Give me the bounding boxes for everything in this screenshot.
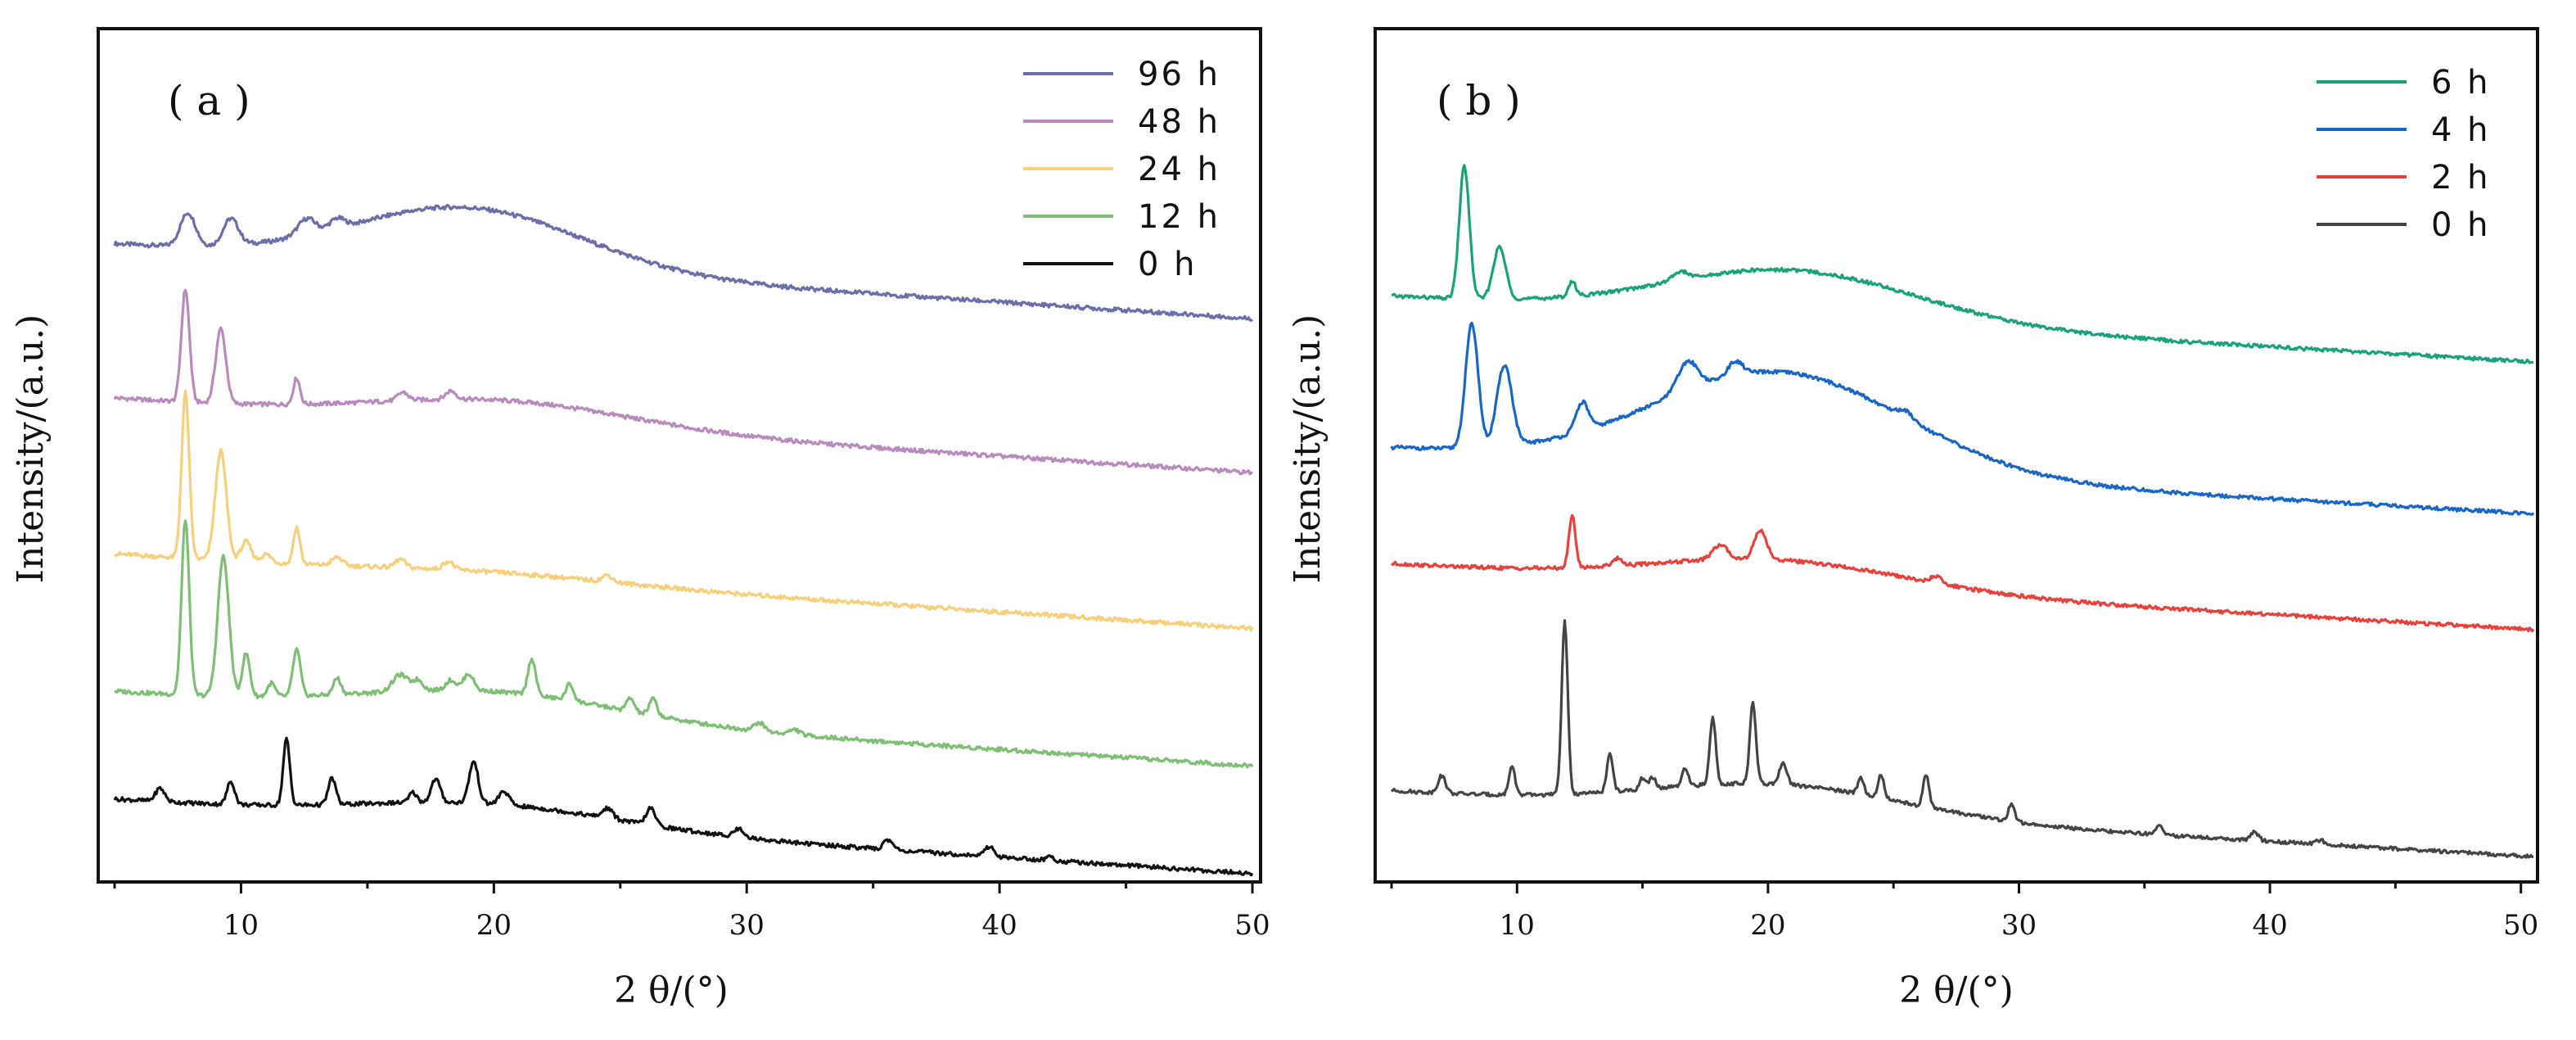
legend-label: 0 h <box>2431 206 2491 244</box>
series-line-96h <box>113 204 1253 322</box>
legend-label: 4 h <box>2431 111 2491 149</box>
panel-a-y-axis-title: Intensity/(a.u.) <box>10 314 52 584</box>
x-tick-label: 50 <box>2503 909 2538 942</box>
panel-a-legend: 96 h 48 h 24 h 12 h 0 h <box>1023 56 1220 283</box>
series-line-0h <box>113 736 1254 877</box>
panel-a-plot-frame <box>97 27 1262 884</box>
x-tick-label: 50 <box>1234 909 1270 942</box>
legend-label: 6 h <box>2431 64 2491 102</box>
legend-label: 2 h <box>2431 159 2491 197</box>
panel-a-label: ( a ) <box>168 77 250 124</box>
x-tick-label: 30 <box>729 909 765 942</box>
series-line-6h <box>1391 164 2534 364</box>
legend-label: 48 h <box>1138 103 1220 141</box>
legend-label: 96 h <box>1138 56 1220 93</box>
series-line-12h <box>114 519 1254 769</box>
x-tick-label: 20 <box>1750 909 1785 942</box>
legend-label: 0 h <box>1138 246 1198 283</box>
panel-a-series-group <box>113 204 1254 877</box>
legend-label: 24 h <box>1138 151 1220 188</box>
x-tick-label: 40 <box>2252 909 2287 942</box>
panel-b-x-axis-title: 2 θ/(°) <box>1899 970 2014 1011</box>
panel-b-plot-frame <box>1374 27 2539 884</box>
series-line-48h <box>113 288 1253 476</box>
series-line-2h <box>1391 513 2535 633</box>
panel-b-legend: 6 h 4 h 2 h 0 h <box>2317 64 2491 244</box>
panel-b-x-ticks: 10 20 30 40 50 <box>1390 882 2538 942</box>
panel-a-x-axis-title: 2 θ/(°) <box>614 970 729 1011</box>
series-line-4h <box>1390 321 2535 516</box>
panel-b: ( b ) Intensity/(a.u.) 2 θ/(°) 10 20 30 40 5… <box>1287 27 2539 1011</box>
x-tick-label: 10 <box>223 909 259 942</box>
legend-label: 12 h <box>1138 198 1220 236</box>
panel-b-label: ( b ) <box>1437 77 1521 124</box>
x-tick-label: 20 <box>476 909 512 942</box>
series-line-0h <box>1390 619 2534 859</box>
panel-a-x-ticks: 10 20 30 40 50 <box>113 882 1270 942</box>
x-tick-label: 10 <box>1500 909 1535 942</box>
x-tick-label: 40 <box>981 909 1017 942</box>
x-tick-label: 30 <box>2001 909 2037 942</box>
series-line-24h <box>114 389 1254 632</box>
panel-b-y-axis-title: Intensity/(a.u.) <box>1287 314 1329 584</box>
panel-a: ( a ) Intensity/(a.u.) 2 θ/(°) 10 20 30 40 5… <box>10 27 1270 1011</box>
panel-b-series-group <box>1390 164 2535 859</box>
